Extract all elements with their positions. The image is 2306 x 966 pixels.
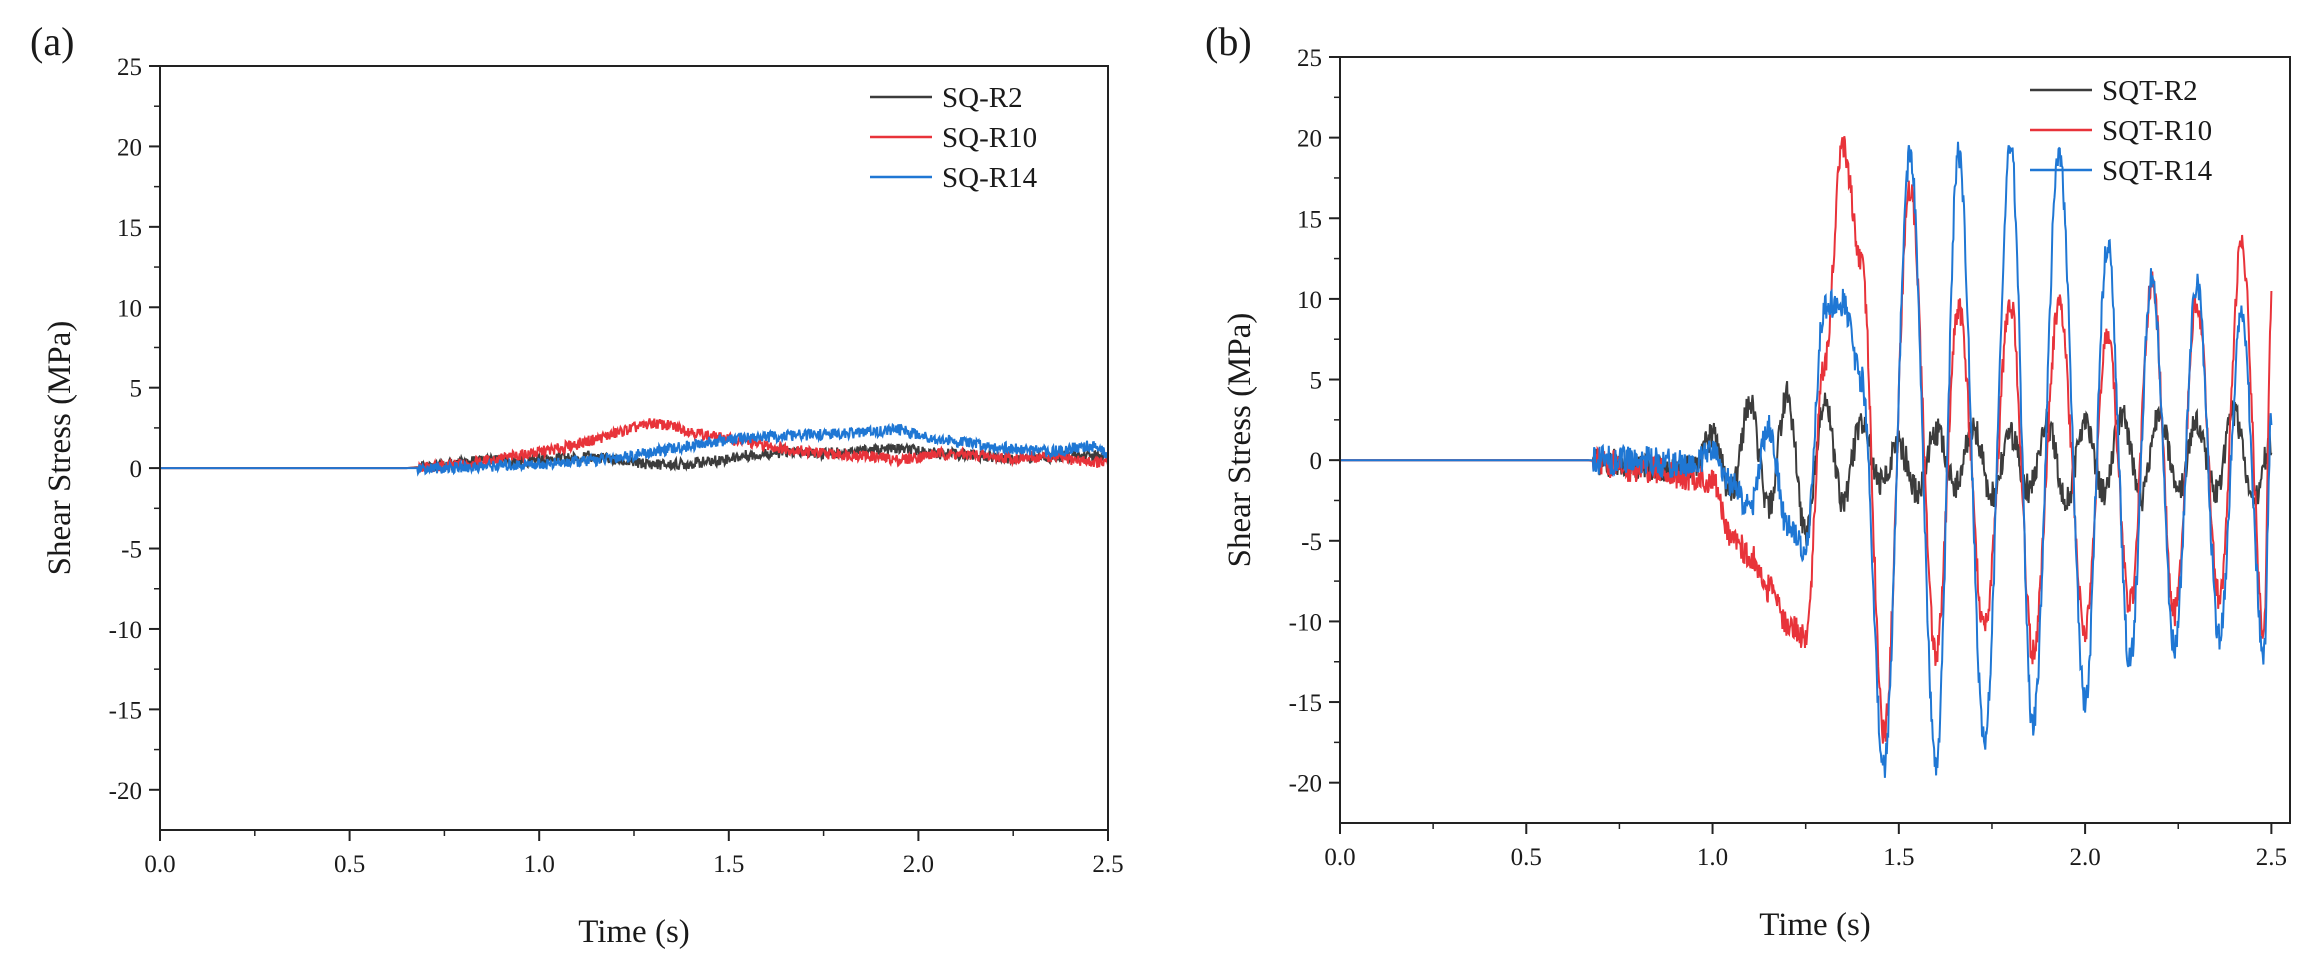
y-tick-label: -15 (109, 697, 142, 724)
x-tick-label: 2.5 (1092, 851, 1123, 878)
y-tick-label: 0 (130, 456, 143, 483)
y-tick-label: -5 (1301, 529, 1322, 556)
y-tick-label: -20 (1289, 771, 1322, 798)
x-tick-label: 2.0 (903, 851, 934, 878)
y-tick-label: -5 (121, 537, 142, 564)
legend-label: SQ-R10 (942, 122, 1037, 154)
y-tick-label: 15 (1297, 206, 1322, 233)
x-tick-label: 0.0 (144, 851, 175, 878)
plot-frame (1339, 56, 2291, 824)
x-tick-label: 1.5 (1883, 844, 1914, 871)
y-tick-label: 5 (1310, 368, 1323, 395)
x-tick-label: 0.5 (334, 851, 365, 878)
legend-label: SQ-R2 (942, 82, 1023, 114)
y-tick-label: 5 (130, 376, 143, 403)
legend-label: SQT-R10 (2102, 115, 2212, 147)
series-line-sqt-r14 (1340, 141, 2273, 778)
panel-label: (b) (1205, 19, 1252, 64)
y-tick-label: 10 (117, 295, 142, 322)
y-tick-label: -10 (109, 617, 142, 644)
y-tick-label: 25 (117, 54, 142, 81)
y-tick-label: -20 (109, 778, 142, 805)
series-line-sqt-r2 (1340, 381, 2273, 546)
x-axis-title: Time (s) (578, 914, 690, 950)
x-tick-label: 1.0 (524, 851, 555, 878)
chart-panel-a: (a) -20 -15 -10 -5 0 5 10 15 20 25 0.0 0.5 1.0 1.5 2.0 2… (30, 19, 1124, 950)
x-tick-label: 0.0 (1324, 844, 1355, 871)
x-tick-label: 1.0 (1697, 844, 1728, 871)
x-tick-label: 2.5 (2256, 844, 2287, 871)
chart-panel-b: (b) -20 -15 -10 -5 0 5 10 15 20 25 0.0 0.5 1.0 1.5 2.0 2… (1205, 19, 2291, 943)
y-axis-title: Shear Stress (MPa) (1222, 313, 1258, 568)
y-tick-label: 20 (1297, 126, 1322, 153)
y-tick-label: -15 (1289, 690, 1322, 717)
y-tick-label: 25 (1297, 45, 1322, 72)
panel-label: (a) (30, 19, 74, 64)
legend-label: SQT-R14 (2102, 155, 2213, 187)
x-tick-label: 1.5 (713, 851, 744, 878)
y-tick-label: 10 (1297, 287, 1322, 314)
y-tick-label: 0 (1310, 448, 1323, 475)
y-tick-label: -10 (1289, 609, 1322, 636)
x-tick-label: 0.5 (1511, 844, 1542, 871)
x-axis-title: Time (s) (1759, 907, 1871, 943)
y-axis-title: Shear Stress (MPa) (42, 321, 78, 576)
legend-label: SQT-R2 (2102, 75, 2198, 107)
legend-label: SQ-R14 (942, 162, 1038, 194)
series-line-sq-r14 (160, 422, 1109, 477)
y-tick-label: 20 (117, 134, 142, 161)
x-tick-label: 2.0 (2069, 844, 2100, 871)
y-tick-label: 15 (117, 215, 142, 242)
